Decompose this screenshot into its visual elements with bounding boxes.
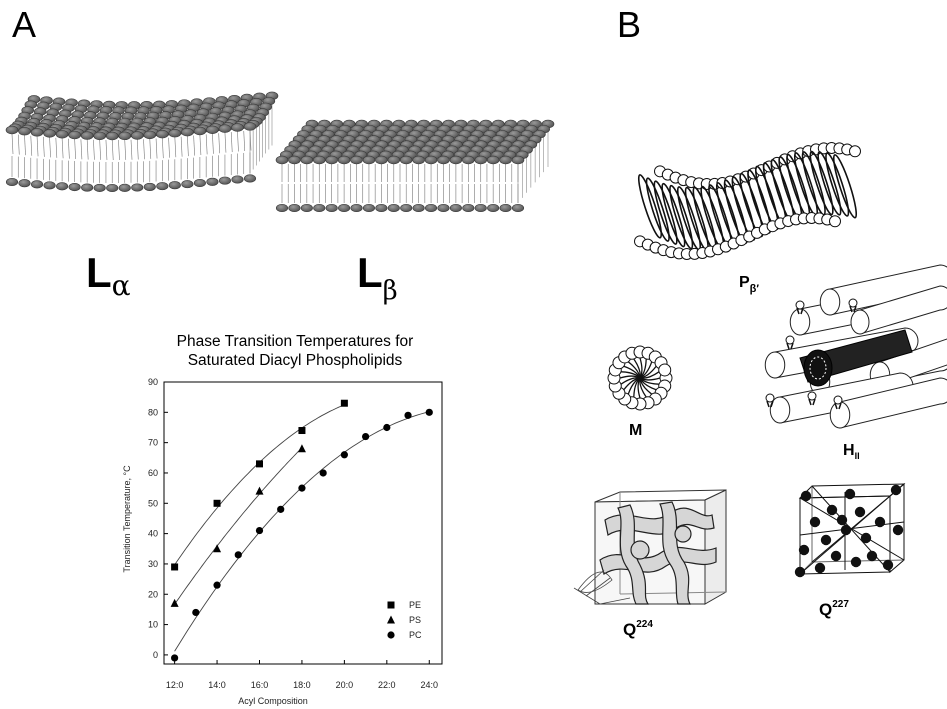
data-point-pc (362, 432, 370, 441)
p-beta-label: Pβ′ (739, 274, 760, 295)
p-beta-main: P (739, 274, 750, 291)
chart-title-line-1: Phase Transition Temperatures for (176, 333, 414, 350)
data-point-pc (404, 411, 412, 419)
p-beta-ripple-illustration (634, 142, 861, 260)
l-beta-bilayer-illustration (275, 119, 555, 213)
y-tick-label: 0 (153, 650, 158, 660)
y-axis-label: Transition Temperature, °C (122, 465, 132, 573)
hexagonal-subscript: II (854, 451, 860, 461)
hexagonal-label: HII (843, 442, 860, 461)
l-alpha-label: Lα (86, 249, 131, 303)
data-point-ps (255, 486, 264, 495)
l-beta-main: L (357, 249, 383, 296)
micelle-label: M (629, 422, 643, 439)
legend-marker-ps (387, 615, 395, 624)
chart-title: Phase Transition Temperatures for Satura… (140, 332, 450, 370)
data-point-pc (171, 654, 179, 662)
hexagonal-main: H (843, 442, 855, 459)
x-tick-label: 12:0 (166, 680, 184, 690)
hexagonal-phase-illustration (764, 264, 947, 429)
l-beta-label: Lβ (357, 249, 398, 307)
fit-curve-pe (174, 404, 345, 566)
data-point-pc (340, 451, 348, 459)
legend-label-pc: PC (409, 630, 422, 640)
chart-title-line-2: Saturated Diacyl Phospholipids (187, 352, 403, 369)
data-points (170, 399, 433, 662)
cubic-q224-illustration (573, 489, 727, 605)
data-point-pe (298, 427, 306, 435)
y-tick-label: 40 (148, 529, 158, 539)
x-tick-label: 20:0 (336, 680, 354, 690)
plot-area-frame (163, 381, 443, 665)
cubic-q227-illustration (794, 482, 906, 578)
x-tick-label: 16:0 (251, 680, 269, 690)
legend-marker-pe (387, 601, 395, 609)
y-tick-label: 60 (148, 468, 158, 478)
data-point-pc (234, 551, 242, 559)
l-alpha-subscript: α (111, 269, 131, 302)
panel-label-b: B (617, 4, 642, 45)
y-tick-label: 10 (148, 620, 158, 630)
y-tick-label: 80 (148, 407, 158, 417)
data-point-pe (213, 499, 221, 507)
data-point-ps (213, 544, 222, 553)
data-point-pe (171, 563, 179, 571)
q224-label: Q224 (623, 619, 653, 640)
legend-label-pe: PE (409, 600, 421, 610)
data-point-pe (255, 460, 263, 468)
l-alpha-main: L (86, 249, 112, 296)
q227-superscript: 227 (832, 599, 849, 610)
data-point-pc (255, 526, 264, 535)
chart-legend: PE PS PC (387, 600, 422, 640)
fit-curve-ps (174, 447, 303, 605)
l-beta-subscript: β (382, 276, 398, 306)
l-alpha-bilayer-illustration (5, 91, 279, 193)
q227-main: Q (819, 600, 833, 619)
y-tick-label: 70 (148, 438, 158, 448)
q224-superscript: 224 (636, 619, 653, 630)
q227-label: Q227 (819, 599, 849, 620)
phase-transition-chart: 0 10 20 30 40 50 60 70 80 90 12:0 14:0 16:0 18:0 20:0… (122, 377, 443, 706)
legend-marker-pc (387, 631, 395, 639)
x-axis-label: Acyl Composition (238, 696, 308, 706)
legend-label-ps: PS (409, 615, 421, 625)
x-tick-label: 18:0 (293, 680, 311, 690)
x-tick-label: 22:0 (378, 680, 396, 690)
x-tick-label: 24:0 (421, 680, 439, 690)
y-tick-label: 20 (148, 589, 158, 599)
data-point-pc (277, 505, 285, 513)
data-point-pc (425, 408, 433, 416)
fitted-curves (174, 404, 430, 652)
micelle-illustration (607, 345, 673, 411)
data-point-pc (298, 484, 306, 492)
x-axis-ticks: 12:0 14:0 16:0 18:0 20:0 22:0 24:0 (166, 660, 438, 690)
data-point-pc (319, 469, 327, 477)
data-point-pc (213, 581, 221, 589)
y-tick-label: 30 (148, 559, 158, 569)
data-point-pe (340, 399, 348, 407)
y-tick-label: 50 (148, 498, 158, 508)
q224-main: Q (623, 620, 637, 639)
data-point-ps (297, 444, 306, 453)
y-tick-label: 90 (148, 377, 158, 387)
data-point-ps (170, 598, 179, 607)
p-beta-subscript: β′ (749, 283, 760, 295)
data-point-pc (383, 423, 391, 432)
x-tick-label: 14:0 (208, 680, 226, 690)
data-point-pc (192, 608, 200, 617)
y-axis-ticks: 0 10 20 30 40 50 60 70 80 90 (148, 377, 168, 660)
panel-label-a: A (12, 4, 37, 45)
